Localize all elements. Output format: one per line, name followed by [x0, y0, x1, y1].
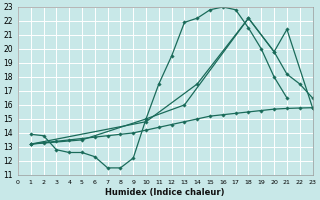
X-axis label: Humidex (Indice chaleur): Humidex (Indice chaleur) [106, 188, 225, 197]
